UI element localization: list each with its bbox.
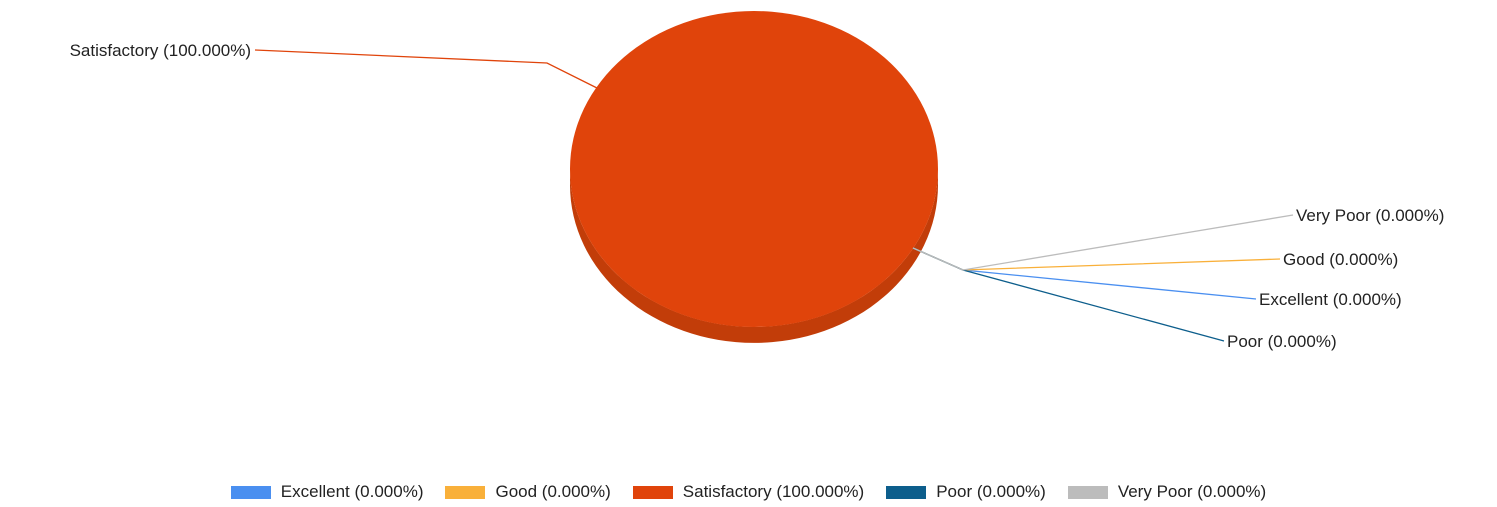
legend-label: Excellent (0.000%) — [280, 482, 424, 501]
data-label-good: Good (0.000%) — [1283, 250, 1398, 269]
callout-line-good — [912, 247, 1281, 271]
callout-line-satisfactory — [254, 49, 598, 89]
data-label-excellent: Excellent (0.000%) — [1259, 290, 1402, 309]
legend-swatch — [230, 485, 271, 499]
pie-slices — [570, 11, 938, 343]
legend-swatch — [886, 485, 927, 499]
legend-label: Poor (0.000%) — [936, 482, 1046, 501]
legend-item-satisfactory[interactable]: Satisfactory (100.000%) — [632, 482, 865, 502]
legend-label: Very Poor (0.000%) — [1117, 482, 1267, 501]
data-label-very-poor: Very Poor (0.000%) — [1296, 206, 1444, 225]
legend-swatch — [632, 485, 673, 499]
legend-item-very-poor[interactable]: Very Poor (0.000%) — [1067, 482, 1267, 502]
pie-callouts: Excellent (0.000%) Good (0.000%) Satisfact… — [70, 41, 1445, 351]
callout-line-excellent — [912, 247, 1257, 300]
data-label-satisfactory: Satisfactory (100.000%) — [70, 41, 251, 60]
pie-slice-satisfactory[interactable] — [570, 11, 938, 327]
legend-label: Satisfactory (100.000%) — [682, 482, 865, 501]
legend-swatch — [445, 485, 486, 499]
legend-label: Good (0.000%) — [495, 482, 611, 501]
legend-item-good[interactable]: Good (0.000%) — [445, 482, 611, 502]
pie-chart-plot: Excellent (0.000%) Good (0.000%) Satisfact… — [70, 11, 1445, 351]
chart-legend: Excellent (0.000%) Good (0.000%) Satisfact… — [0, 478, 1497, 506]
callout-line-very-poor — [912, 214, 1294, 271]
data-label-poor: Poor (0.000%) — [1227, 332, 1337, 351]
legend-swatch — [1067, 485, 1108, 499]
legend-item-excellent[interactable]: Excellent (0.000%) — [230, 482, 424, 502]
legend-item-poor[interactable]: Poor (0.000%) — [886, 482, 1046, 502]
